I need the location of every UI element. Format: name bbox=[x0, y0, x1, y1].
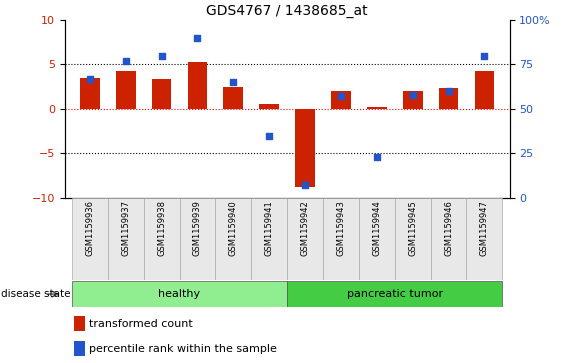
Bar bbox=[331, 91, 351, 109]
Text: GSM1159937: GSM1159937 bbox=[121, 200, 130, 256]
Point bbox=[408, 92, 417, 98]
Text: GSM1159938: GSM1159938 bbox=[157, 200, 166, 256]
Text: GSM1159947: GSM1159947 bbox=[480, 200, 489, 256]
Bar bbox=[72, 281, 287, 307]
Text: GSM1159942: GSM1159942 bbox=[301, 200, 310, 256]
Text: GSM1159939: GSM1159939 bbox=[193, 200, 202, 256]
Bar bbox=[251, 198, 287, 280]
Bar bbox=[180, 198, 216, 280]
Bar bbox=[74, 341, 85, 356]
Point bbox=[86, 76, 95, 82]
Bar bbox=[108, 198, 144, 280]
Point bbox=[480, 53, 489, 58]
Point bbox=[372, 154, 381, 160]
Point bbox=[193, 35, 202, 41]
Point bbox=[337, 94, 346, 99]
Bar bbox=[431, 198, 467, 280]
Point bbox=[265, 132, 274, 138]
Title: GDS4767 / 1438685_at: GDS4767 / 1438685_at bbox=[206, 4, 368, 17]
Bar bbox=[359, 198, 395, 280]
Bar bbox=[287, 281, 502, 307]
Bar bbox=[475, 71, 494, 109]
Text: healthy: healthy bbox=[158, 289, 200, 299]
Bar bbox=[287, 198, 323, 280]
Text: GSM1159940: GSM1159940 bbox=[229, 200, 238, 256]
Point bbox=[444, 88, 453, 94]
Point bbox=[157, 53, 166, 58]
Text: transformed count: transformed count bbox=[89, 319, 193, 329]
Text: disease state: disease state bbox=[1, 289, 70, 299]
Bar bbox=[144, 198, 180, 280]
Text: GSM1159945: GSM1159945 bbox=[408, 200, 417, 256]
Bar bbox=[403, 91, 423, 109]
Text: percentile rank within the sample: percentile rank within the sample bbox=[89, 343, 277, 354]
Bar bbox=[151, 79, 172, 109]
Bar bbox=[260, 105, 279, 109]
Bar bbox=[367, 107, 387, 109]
Bar bbox=[187, 62, 207, 109]
Bar bbox=[439, 89, 458, 109]
Point bbox=[301, 183, 310, 188]
Text: GSM1159936: GSM1159936 bbox=[86, 200, 95, 256]
Text: GSM1159943: GSM1159943 bbox=[337, 200, 346, 256]
Point bbox=[121, 58, 130, 64]
Text: GSM1159941: GSM1159941 bbox=[265, 200, 274, 256]
Point bbox=[229, 79, 238, 85]
Text: GSM1159944: GSM1159944 bbox=[372, 200, 381, 256]
Bar bbox=[295, 109, 315, 187]
Bar bbox=[80, 78, 100, 109]
Bar bbox=[395, 198, 431, 280]
Bar bbox=[216, 198, 251, 280]
Bar bbox=[467, 198, 502, 280]
Text: GSM1159946: GSM1159946 bbox=[444, 200, 453, 256]
Bar bbox=[224, 87, 243, 109]
Bar bbox=[323, 198, 359, 280]
Bar bbox=[74, 317, 85, 331]
Text: pancreatic tumor: pancreatic tumor bbox=[347, 289, 443, 299]
Bar bbox=[72, 198, 108, 280]
Bar bbox=[116, 71, 136, 109]
